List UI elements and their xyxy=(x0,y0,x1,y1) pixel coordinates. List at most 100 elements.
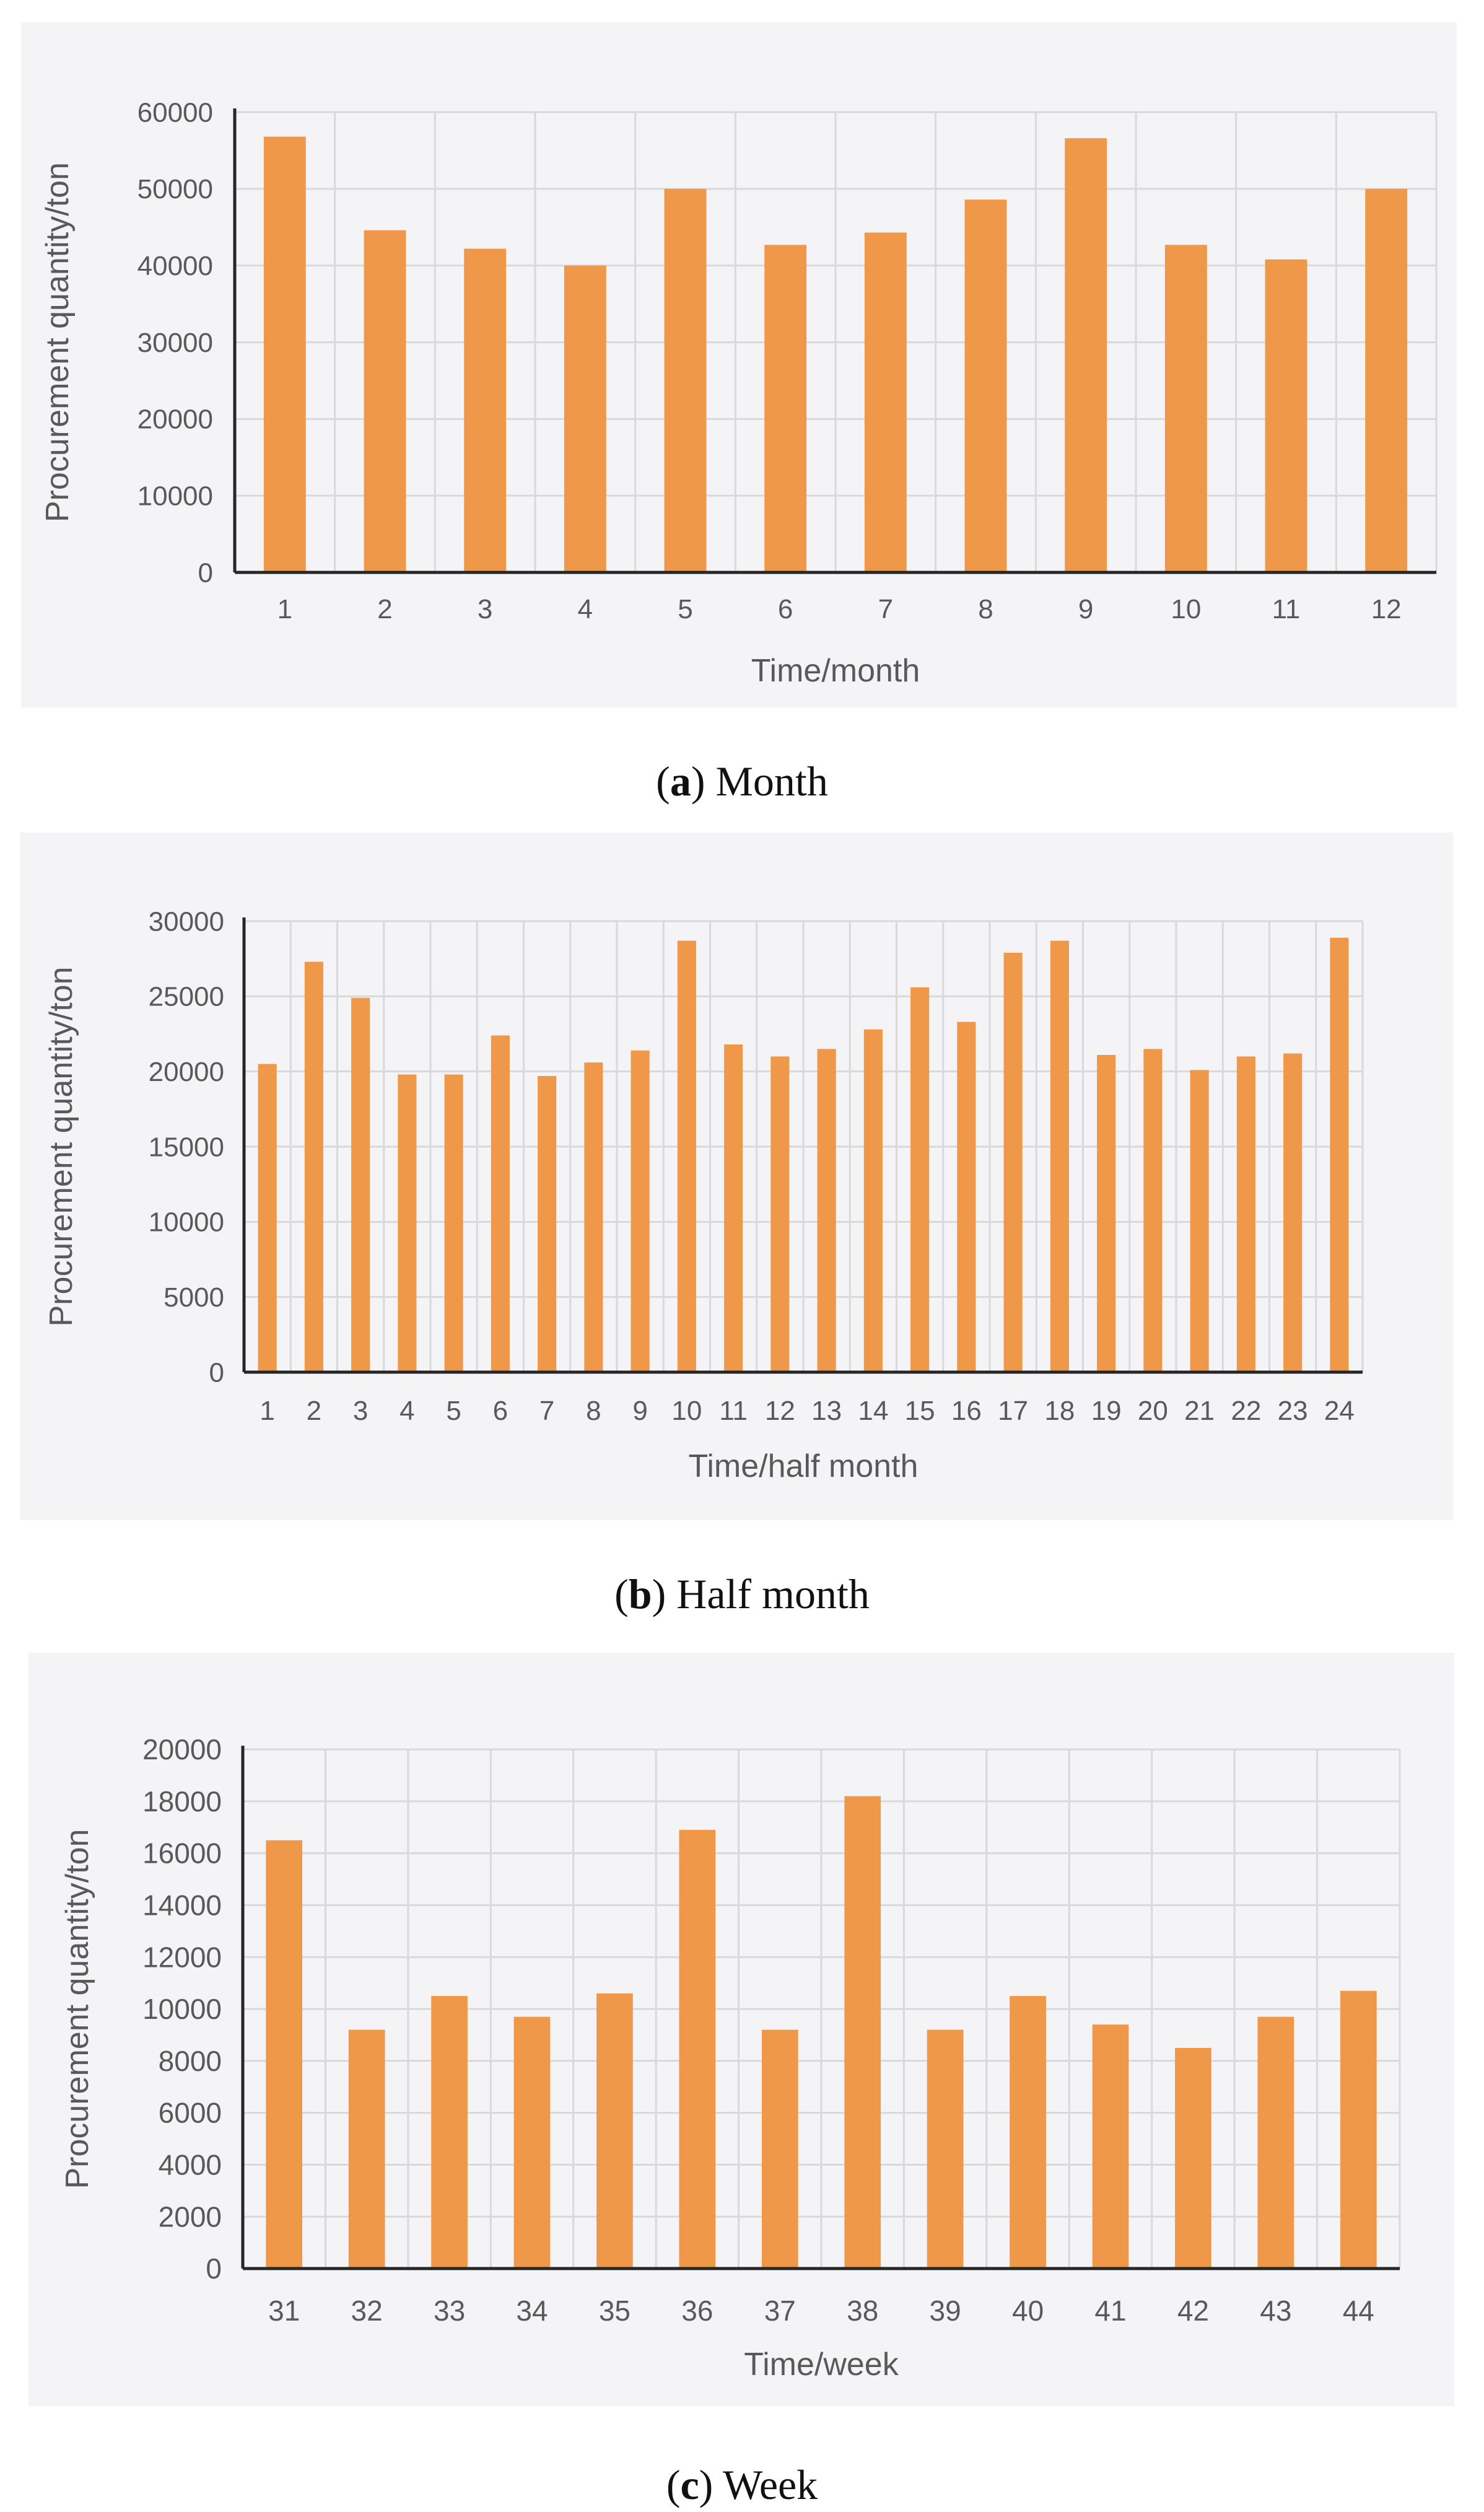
bar-23 xyxy=(1283,1053,1303,1372)
x-tick-label: 23 xyxy=(1278,1396,1308,1426)
y-tick-label: 10000 xyxy=(142,1993,222,2025)
x-tick-label: 32 xyxy=(351,2295,383,2327)
x-tick-label: 10 xyxy=(1171,594,1201,624)
x-tick-label: 11 xyxy=(719,1396,748,1426)
bar-8 xyxy=(584,1062,603,1372)
x-tick-label: 3 xyxy=(478,594,492,624)
x-tick-label: 21 xyxy=(1184,1396,1215,1426)
bar-33 xyxy=(431,1996,468,2269)
bar-44 xyxy=(1340,1990,1377,2269)
chart-panel-month: 0 10000 20000 30000 40000 50000 60000 1 2 3 4 5 6 7 8 9… xyxy=(0,0,1484,805)
x-tick-label: 24 xyxy=(1324,1396,1355,1426)
x-tick-label: 31 xyxy=(268,2295,300,2327)
x-tick-label: 8 xyxy=(978,594,993,624)
x-tick-label: 37 xyxy=(764,2295,796,2327)
bar-31 xyxy=(266,1840,303,2269)
x-axis-title: Time/month xyxy=(751,653,920,689)
x-tick-label: 18 xyxy=(1044,1396,1075,1426)
y-tick-label: 16000 xyxy=(142,1837,222,1870)
x-tick-label: 7 xyxy=(539,1396,554,1426)
x-tick-label: 1 xyxy=(260,1396,274,1426)
x-axis-title: Time/week xyxy=(744,2347,899,2383)
bar-42 xyxy=(1175,2047,1211,2269)
bar-22 xyxy=(1236,1056,1255,1372)
caption-month: (a) Month xyxy=(656,758,828,805)
bar-2 xyxy=(364,230,406,572)
y-tick-label: 6000 xyxy=(159,2097,222,2129)
y-tick-label: 20000 xyxy=(137,405,213,435)
x-tick-label: 8 xyxy=(586,1396,601,1426)
bar-3 xyxy=(464,248,507,572)
x-tick-label: 38 xyxy=(847,2295,878,2327)
x-tick-label: 6 xyxy=(493,1396,508,1426)
x-tick-label: 33 xyxy=(434,2295,465,2327)
x-tick-label: 19 xyxy=(1091,1396,1122,1426)
bar-chart-week: 0 2000 4000 6000 8000 10000 12000 14000 16000 180… xyxy=(28,1653,1454,2406)
bar-7 xyxy=(864,232,907,572)
x-tick-label: 7 xyxy=(878,594,893,624)
x-tick-label: 34 xyxy=(516,2295,548,2327)
bar-24 xyxy=(1330,937,1349,1372)
y-tick-label: 60000 xyxy=(137,97,213,128)
bar-39 xyxy=(927,2029,964,2269)
y-tick-label: 50000 xyxy=(137,174,213,204)
x-tick-label: 17 xyxy=(998,1396,1028,1426)
x-tick-label: 13 xyxy=(811,1396,842,1426)
bar-12 xyxy=(1365,188,1408,572)
chart-background xyxy=(21,22,1457,707)
y-axis-title: Procurement quantity/ton xyxy=(59,1829,95,2189)
bar-7 xyxy=(538,1075,557,1372)
bar-38 xyxy=(844,1796,881,2269)
bar-11 xyxy=(1265,259,1307,572)
bar-14 xyxy=(863,1029,883,1372)
y-tick-label: 40000 xyxy=(137,251,213,281)
x-tick-label: 40 xyxy=(1012,2295,1044,2327)
x-tick-label: 3 xyxy=(353,1396,368,1426)
x-tick-label: 35 xyxy=(599,2295,631,2327)
bar-36 xyxy=(679,1829,716,2269)
x-tick-label: 4 xyxy=(578,594,593,624)
y-axis-title: Procurement quantity/ton xyxy=(43,967,79,1327)
y-tick-label: 0 xyxy=(198,558,213,588)
x-tick-label: 42 xyxy=(1177,2295,1209,2327)
x-tick-label: 43 xyxy=(1260,2295,1291,2327)
bar-5 xyxy=(444,1074,463,1372)
bar-16 xyxy=(957,1022,976,1372)
bar-35 xyxy=(596,1993,633,2269)
x-tick-label: 39 xyxy=(930,2295,961,2327)
bar-6 xyxy=(764,245,807,572)
bar-4 xyxy=(564,265,606,572)
bar-3 xyxy=(351,997,370,1372)
bar-4 xyxy=(398,1074,417,1372)
bar-8 xyxy=(964,199,1007,572)
x-tick-label: 2 xyxy=(377,594,392,624)
x-tick-label: 44 xyxy=(1343,2295,1374,2327)
x-tick-label: 10 xyxy=(671,1396,702,1426)
y-tick-label: 0 xyxy=(206,2252,222,2285)
x-tick-label: 1 xyxy=(277,594,292,624)
x-tick-label: 12 xyxy=(1371,594,1402,624)
x-tick-label: 9 xyxy=(632,1396,647,1426)
x-tick-label: 22 xyxy=(1231,1396,1261,1426)
y-tick-label: 0 xyxy=(209,1357,224,1388)
bar-20 xyxy=(1143,1049,1163,1372)
y-tick-label: 30000 xyxy=(149,906,224,937)
x-tick-label: 20 xyxy=(1138,1396,1168,1426)
y-tick-label: 10000 xyxy=(149,1207,224,1238)
bar-9 xyxy=(1065,138,1107,572)
y-tick-label: 8000 xyxy=(159,2045,222,2077)
x-tick-label: 4 xyxy=(399,1396,414,1426)
bar-34 xyxy=(513,2016,551,2269)
bar-10 xyxy=(677,940,696,1372)
bar-40 xyxy=(1010,1996,1046,2269)
y-axis-title: Procurement quantity/ton xyxy=(40,162,76,522)
bar-2 xyxy=(304,961,323,1372)
y-tick-label: 18000 xyxy=(142,1785,222,1818)
y-tick-label: 2000 xyxy=(159,2200,222,2233)
bar-5 xyxy=(664,188,707,572)
x-tick-label: 9 xyxy=(1078,594,1093,624)
bar-21 xyxy=(1190,1070,1209,1372)
bar-17 xyxy=(1003,952,1023,1372)
